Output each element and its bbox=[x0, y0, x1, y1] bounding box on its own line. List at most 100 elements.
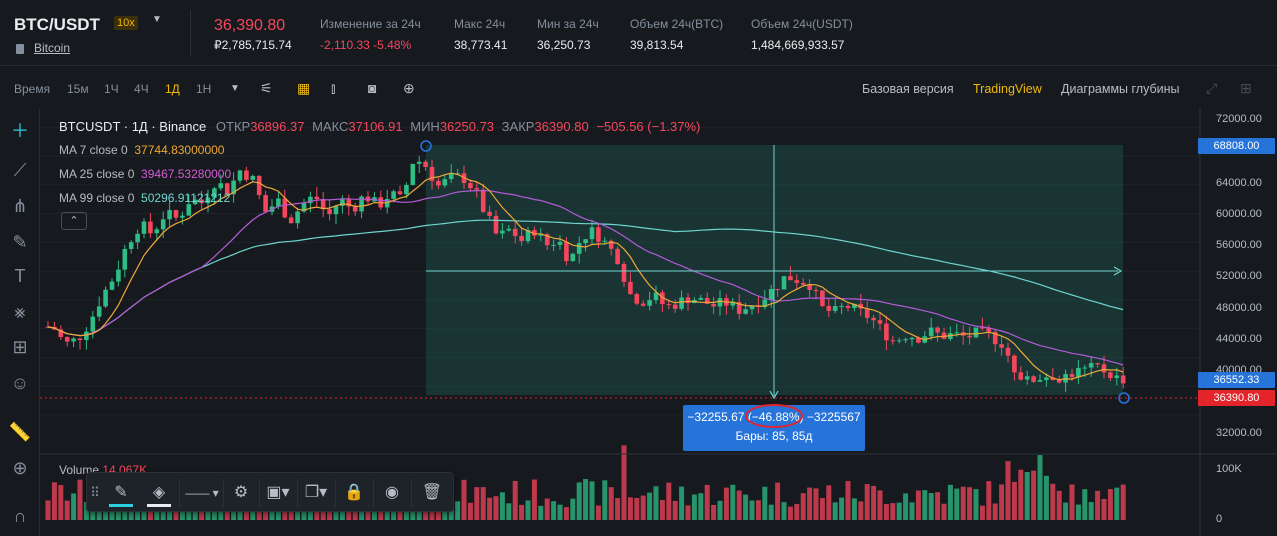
pattern-icon[interactable]: ⨳ bbox=[14, 302, 26, 322]
volume-bar bbox=[890, 503, 896, 520]
volume-bar bbox=[1082, 489, 1088, 520]
volume-bar bbox=[551, 501, 557, 520]
candle-up bbox=[909, 337, 915, 340]
volume-bar bbox=[576, 482, 582, 520]
layout-grid-icon[interactable]: ⊞ bbox=[1240, 80, 1252, 96]
candle-down bbox=[512, 228, 518, 236]
symbol-title[interactable]: BTC/USDT bbox=[14, 15, 100, 34]
fill-bucket-icon[interactable]: ◈ bbox=[152, 484, 166, 501]
volume-bar bbox=[723, 487, 729, 520]
volume-bar bbox=[1024, 471, 1030, 520]
candle-up bbox=[602, 240, 608, 242]
candle-down bbox=[992, 331, 998, 345]
stat-label: Объем 24ч(USDT) bbox=[751, 17, 853, 31]
interval-1h[interactable]: 1Ч bbox=[104, 82, 119, 96]
candle-up bbox=[109, 281, 115, 290]
ruler-icon[interactable]: 📏 bbox=[8, 422, 32, 442]
trend-line-icon[interactable]: ⟋ bbox=[13, 160, 27, 180]
price-axis-label: 32000.00 bbox=[1216, 427, 1262, 439]
collapse-legend-button[interactable]: ⌃ bbox=[61, 212, 87, 230]
volume-bar bbox=[499, 492, 505, 520]
ma99-legend[interactable]: MA 99 close 0 50296.91121212 bbox=[59, 191, 231, 205]
symbol-subtitle-link[interactable]: Bitcoin bbox=[34, 41, 71, 55]
line-style-icon[interactable]: —— ▾ bbox=[185, 486, 219, 500]
drag-handle-icon[interactable]: ⠿ bbox=[90, 485, 100, 500]
volume-bar bbox=[967, 487, 973, 520]
stat-value: 36,250.73 bbox=[537, 38, 591, 52]
indicator-settings-icon[interactable]: ⚟ bbox=[260, 80, 273, 96]
fiat-price: ₽2,785,715.74 bbox=[214, 38, 292, 52]
indicators-icon[interactable]: ▦ bbox=[297, 80, 311, 96]
volume-bar bbox=[787, 506, 793, 520]
eye-icon[interactable]: ◉ bbox=[385, 484, 399, 501]
candle-up bbox=[122, 248, 128, 270]
candle-down bbox=[519, 235, 524, 242]
more-intervals-icon[interactable]: ▼ bbox=[230, 83, 240, 94]
price-axis-label: 64000.00 bbox=[1216, 177, 1262, 189]
volume-bar bbox=[525, 500, 531, 520]
price-axis-label: 48000.00 bbox=[1216, 302, 1262, 314]
brush-icon[interactable]: ✎ bbox=[12, 232, 28, 252]
volume-bar bbox=[743, 494, 749, 520]
volume-bar bbox=[416, 504, 422, 520]
interval-1d[interactable]: 1Д bbox=[165, 82, 180, 96]
volume-bar bbox=[826, 485, 832, 520]
candle-up bbox=[231, 180, 236, 195]
ohlc-high: МАКС37106.91 bbox=[312, 119, 403, 134]
interval-1w[interactable]: 1Н bbox=[196, 82, 212, 96]
candle-up bbox=[192, 199, 198, 205]
clone-icon[interactable]: ❐▾ bbox=[304, 484, 328, 501]
price-axis-label: 72000.00 bbox=[1216, 113, 1262, 125]
add-icon[interactable]: ⊕ bbox=[403, 80, 415, 96]
template-icon[interactable]: ▣▾ bbox=[266, 484, 290, 501]
view-depth[interactable]: Диаграммы глубины bbox=[1061, 82, 1180, 96]
zoom-in-icon[interactable]: ⊕ bbox=[12, 458, 28, 478]
ma7-legend[interactable]: MA 7 close 0 37744.83000000 bbox=[59, 143, 225, 157]
measure-icon[interactable]: ⊞ bbox=[12, 337, 28, 357]
drawing-edit-bar: ⠿ ✎ ◈ —— ▾ ⚙ ▣▾ ❐▾ 🔒 ◉ 🗑 bbox=[86, 472, 454, 512]
pencil-icon[interactable]: ✎ bbox=[114, 484, 128, 501]
view-basic[interactable]: Базовая версия bbox=[862, 82, 954, 96]
interval-15m[interactable]: 15м bbox=[67, 82, 89, 96]
volume-bar bbox=[903, 493, 909, 520]
candle-up bbox=[717, 298, 723, 307]
magnet-icon[interactable]: ∩ bbox=[13, 506, 27, 526]
volume-bar bbox=[608, 487, 614, 520]
candle-up bbox=[653, 292, 659, 301]
last-price-tag: 36390.80 bbox=[1198, 390, 1275, 406]
candle-down bbox=[916, 337, 921, 343]
crosshair-icon[interactable]: ＋ bbox=[11, 121, 29, 141]
pitchfork-icon[interactable]: ⋔ bbox=[12, 196, 28, 216]
volume-bar bbox=[538, 505, 544, 520]
price-axis-label: 60000.00 bbox=[1216, 208, 1262, 220]
lock-icon[interactable]: 🔒 bbox=[344, 484, 364, 501]
view-tradingview[interactable]: TradingView bbox=[973, 82, 1042, 96]
trash-icon[interactable]: 🗑 bbox=[421, 484, 443, 501]
candle-down bbox=[564, 241, 569, 262]
volume-bar bbox=[58, 485, 64, 520]
volume-bar bbox=[1101, 499, 1107, 520]
interval-4h[interactable]: 4Ч bbox=[134, 82, 149, 96]
ohlc-change: −505.56 (−1.37%) bbox=[596, 119, 701, 134]
text-icon[interactable]: T bbox=[14, 266, 26, 286]
candle-down bbox=[199, 199, 204, 204]
edit-bar-divider bbox=[373, 479, 374, 507]
fullscreen-icon[interactable]: ⤢ bbox=[1206, 80, 1218, 96]
volume-bar bbox=[807, 487, 813, 520]
volume-bar bbox=[883, 504, 889, 520]
chart-type-icon[interactable]: ⫾ bbox=[331, 80, 336, 96]
candle-down bbox=[813, 290, 819, 292]
candle-up bbox=[391, 191, 396, 199]
volume-bar bbox=[819, 498, 825, 520]
volume-bar bbox=[730, 484, 736, 520]
stat-volume-btc: Объем 24ч(BTC) 39,813.54 bbox=[630, 17, 723, 52]
candle-down bbox=[282, 198, 288, 218]
settings-icon[interactable]: ⚙ bbox=[233, 484, 249, 501]
ma25-legend[interactable]: MA 25 close 0 39467.53280000 bbox=[59, 167, 232, 181]
symbol-dropdown-icon[interactable]: ▼ bbox=[152, 14, 162, 25]
candle-down bbox=[256, 175, 262, 196]
emoji-icon[interactable]: ☺ bbox=[10, 373, 30, 393]
camera-icon[interactable]: ◙ bbox=[368, 80, 377, 96]
volume-bar bbox=[487, 497, 493, 520]
volume-bar bbox=[909, 502, 915, 520]
